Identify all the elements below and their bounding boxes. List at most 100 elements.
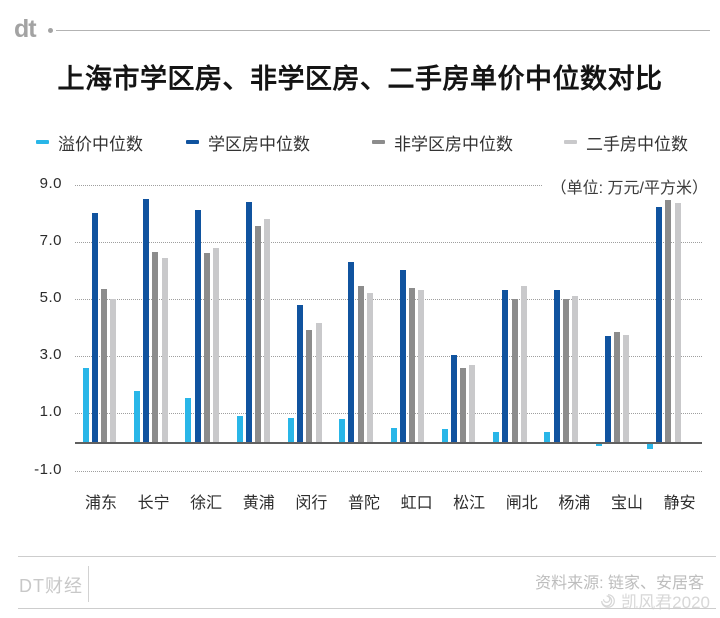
y-axis-tick-label: 7.0 [39,231,62,249]
y-axis-tick-label: 1.0 [39,403,62,421]
footer-rule-bottom [18,608,716,609]
bar-premium-闵行 [287,417,294,442]
bar-secondhand-松江 [469,364,476,442]
gridline [75,413,702,415]
x-axis-label-徐汇: 徐汇 [190,495,223,512]
bar-premium-静安 [647,442,653,450]
nonschool-swatch-icon [372,140,385,144]
bar-premium-浦东 [82,367,89,442]
bar-premium-徐汇 [185,397,192,442]
bar-nonschool-杨浦 [562,299,569,442]
bar-nonschool-闸北 [511,299,518,442]
bar-school-徐汇 [194,210,201,442]
bar-school-闵行 [297,304,304,442]
bar-school-长宁 [143,198,150,442]
legend-item-nonschool: 非学区房中位数 [372,131,513,154]
bar-premium-黄浦 [236,416,243,442]
gridline [75,356,702,358]
x-axis-label-黄浦: 黄浦 [242,495,275,512]
secondhand-swatch-icon [564,140,577,144]
bar-school-普陀 [348,261,355,442]
school-swatch-icon [186,140,199,144]
bar-premium-普陀 [339,419,346,442]
x-axis-label-宝山: 宝山 [610,495,643,512]
bar-nonschool-松江 [460,367,467,442]
bar-school-松江 [451,354,457,442]
x-axis-label-长宁: 长宁 [137,495,170,512]
bar-school-浦东 [91,213,98,442]
bar-school-宝山 [604,336,611,442]
y-axis-tick-label: 3.0 [39,346,62,364]
bar-premium-杨浦 [544,431,551,442]
bar-nonschool-闵行 [306,330,313,442]
bar-premium-宝山 [595,442,602,447]
bar-secondhand-闸北 [520,286,527,442]
bar-nonschool-静安 [665,200,672,442]
x-axis-line [75,442,702,444]
legend-label-premium: 溢价中位数 [58,134,143,154]
bar-premium-松江 [441,429,448,442]
x-axis-label-杨浦: 杨浦 [558,495,591,512]
y-axis-tick-label: -1.0 [34,460,62,478]
watermark: 凯风君2020 [599,588,710,613]
page-title: 上海市学区房、非学区房、二手房单价中位数对比 [57,64,663,94]
bar-secondhand-长宁 [161,257,168,442]
bar-premium-虹口 [390,427,397,442]
bar-secondhand-普陀 [366,293,373,442]
bar-premium-长宁 [134,390,140,442]
bar-secondhand-静安 [674,203,681,442]
footer-rule-top [18,556,716,557]
footer-brand: DT财经 [19,576,83,596]
legend-label-school: 学区房中位数 [208,134,310,154]
footer-divider [88,566,89,602]
dt-logo: dt [14,15,37,43]
bar-nonschool-虹口 [408,287,415,442]
bar-nonschool-徐汇 [203,253,210,442]
unit-label: （单位: 万元/平方米） [542,174,708,198]
bar-secondhand-闵行 [315,323,322,442]
bar-nonschool-黄浦 [255,226,261,442]
bar-school-闸北 [502,290,509,442]
bar-nonschool-普陀 [357,286,364,442]
bar-nonschool-长宁 [152,251,159,442]
bar-school-虹口 [399,270,406,442]
x-axis-label-闵行: 闵行 [295,495,328,512]
x-axis-label-虹口: 虹口 [400,495,433,512]
watermark-spiral-icon [601,593,616,608]
logo-line-dot [48,28,53,33]
bar-secondhand-徐汇 [212,247,219,442]
bar-secondhand-浦东 [110,299,117,442]
gridline [75,299,702,300]
bar-secondhand-杨浦 [572,296,578,442]
legend-label-nonschool: 非学区房中位数 [394,134,513,154]
legend-item-school: 学区房中位数 [186,131,310,154]
gridline [75,470,702,472]
legend-item-premium: 溢价中位数 [36,131,143,154]
bar-secondhand-虹口 [418,290,425,442]
bar-school-静安 [656,207,663,442]
bar-school-黄浦 [245,201,252,442]
bar-secondhand-宝山 [623,334,630,442]
bar-school-杨浦 [553,290,560,442]
legend-item-secondhand: 二手房中位数 [564,131,688,154]
gridline [75,184,702,186]
x-axis-label-普陀: 普陀 [347,495,380,512]
x-axis-label-松江: 松江 [453,495,486,512]
gridline [75,241,702,243]
x-axis-label-浦东: 浦东 [84,495,117,512]
premium-swatch-icon [36,140,49,144]
legend-label-secondhand: 二手房中位数 [586,134,688,154]
y-axis-tick-label: 5.0 [39,289,62,306]
x-axis-label-静安: 静安 [663,495,696,512]
x-axis-label-闸北: 闸北 [505,495,538,512]
bar-secondhand-黄浦 [264,218,271,442]
y-axis-tick-label: 9.0 [39,174,62,192]
bar-nonschool-宝山 [614,331,621,442]
bar-nonschool-浦东 [101,288,108,442]
header-rule [56,30,710,31]
bar-premium-闸北 [493,431,500,442]
data-source-note: 资料来源: 链家、安居客 [535,575,704,592]
watermark-text: 凯风君2020 [621,593,710,612]
